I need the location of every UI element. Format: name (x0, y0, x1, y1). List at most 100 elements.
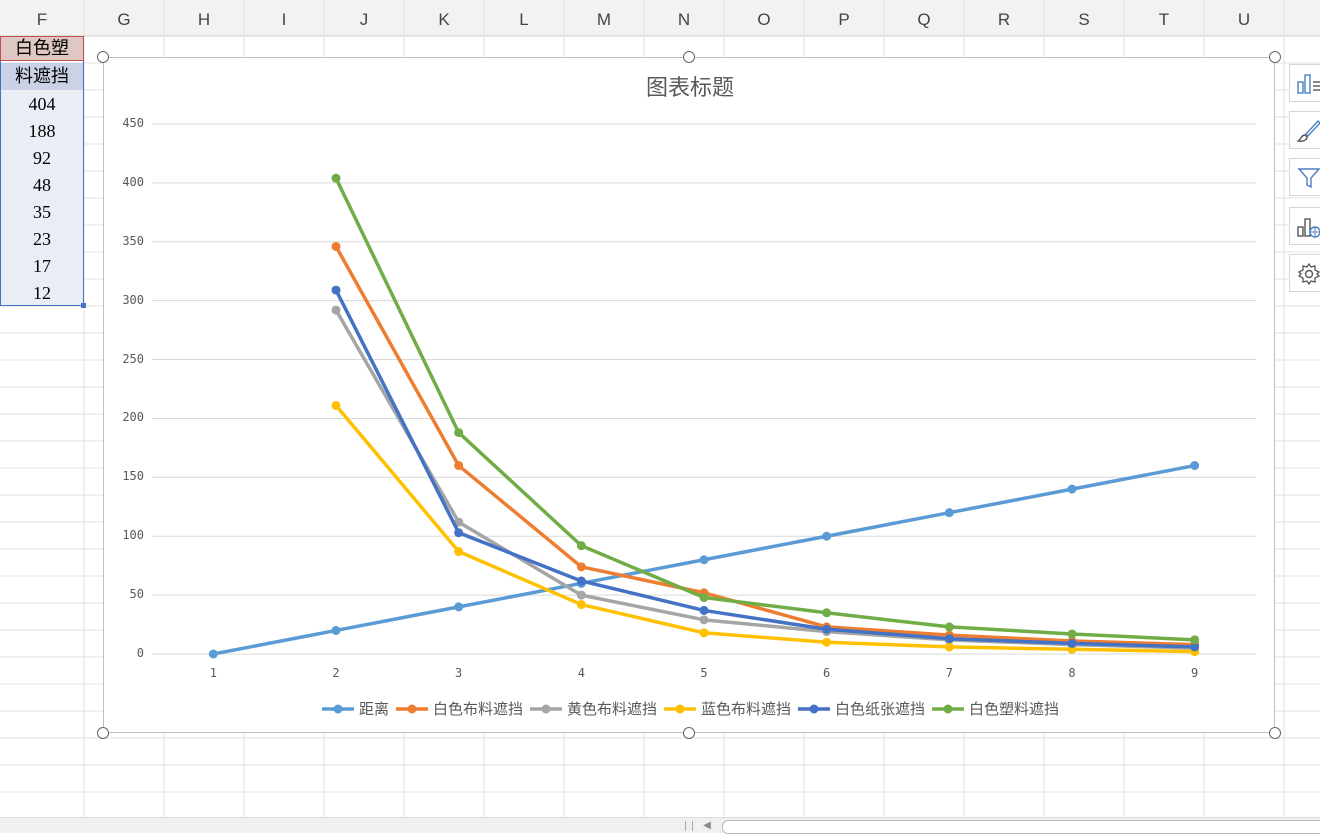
column-header-l[interactable]: L (519, 10, 529, 29)
cell-f-value[interactable]: 23 (0, 226, 84, 253)
series-line[interactable] (334, 289, 1195, 649)
cell-f-value[interactable]: 404 (0, 91, 84, 118)
column-header-q[interactable]: Q (917, 10, 931, 29)
chart-style-button[interactable] (1289, 111, 1320, 149)
data-point[interactable] (454, 602, 464, 612)
data-point[interactable] (454, 547, 464, 557)
y-tick-label: 100 (122, 528, 144, 543)
data-point[interactable] (576, 541, 586, 551)
legend-swatch (664, 704, 696, 713)
series-line[interactable] (334, 177, 1195, 642)
column-header-o[interactable]: O (757, 10, 771, 29)
y-tick-label: 0 (136, 646, 144, 660)
column-header-h[interactable]: H (197, 10, 211, 29)
data-point[interactable] (454, 517, 464, 527)
data-point[interactable] (576, 600, 586, 610)
data-point[interactable] (822, 608, 832, 618)
data-point[interactable] (1190, 461, 1200, 471)
column-header-i[interactable]: I (281, 10, 287, 29)
data-point[interactable] (576, 576, 586, 586)
column-header-k[interactable]: K (438, 10, 450, 29)
horizontal-scrollbar[interactable]: ◀ (0, 817, 1320, 834)
data-point[interactable] (699, 615, 709, 625)
data-point[interactable] (699, 605, 709, 615)
resize-handle-bottom[interactable] (683, 727, 695, 739)
cell-f-value[interactable]: 188 (0, 118, 84, 145)
data-point[interactable] (699, 555, 709, 565)
chart-title[interactable]: 图表标题 (645, 75, 734, 100)
resize-handle-top-left[interactable] (97, 51, 109, 63)
column-header-g[interactable]: G (117, 10, 131, 29)
cell-f-value[interactable]: 17 (0, 253, 84, 280)
chart-settings-button[interactable] (1289, 254, 1320, 292)
y-tick-label: 450 (122, 116, 144, 130)
data-point[interactable] (822, 531, 832, 541)
legend-item[interactable]: 白色布料遮挡 (395, 698, 523, 719)
data-point[interactable] (576, 590, 586, 600)
sheet-tab-splitter[interactable] (685, 821, 693, 831)
data-point[interactable] (454, 461, 464, 471)
data-point[interactable] (699, 628, 709, 638)
chart-legend[interactable]: 距离 白色布料遮挡 黄色布料遮挡 蓝色布料遮挡 白色纸张遮挡 白色塑料遮挡 (104, 698, 1276, 719)
column-header-f[interactable]: F (36, 10, 48, 29)
legend-item[interactable]: 距离 (321, 698, 389, 719)
data-point[interactable] (576, 562, 586, 572)
data-point[interactable] (331, 241, 341, 251)
y-tick-label: 50 (129, 587, 144, 602)
data-point[interactable] (944, 622, 954, 632)
column-header-m[interactable]: M (596, 10, 612, 29)
column-header-r[interactable]: R (997, 10, 1011, 29)
data-point[interactable] (822, 624, 832, 634)
data-point[interactable] (1067, 484, 1077, 494)
legend-item[interactable]: 蓝色布料遮挡 (663, 698, 791, 719)
data-point[interactable] (944, 508, 954, 518)
data-point[interactable] (454, 428, 464, 438)
scroll-thumb[interactable] (722, 820, 1320, 834)
y-tick-label: 250 (122, 351, 144, 366)
line-chart[interactable]: 图表标题 0 50 100 150 200 250 300 350 400 450 1 2 3 4 5 6 7… (103, 57, 1275, 733)
data-point[interactable] (1067, 629, 1077, 639)
column-header-j[interactable]: J (359, 10, 369, 29)
cell-f-value[interactable]: 48 (0, 172, 84, 199)
cell-f-value[interactable]: 92 (0, 145, 84, 172)
resize-handle-bottom-left[interactable] (97, 727, 109, 739)
data-point[interactable] (1067, 638, 1077, 648)
legend-item[interactable]: 白色塑料遮挡 (931, 698, 1059, 719)
data-point[interactable] (944, 634, 954, 644)
chart-elements-button[interactable] (1289, 64, 1320, 102)
resize-handle-bottom-right[interactable] (1269, 727, 1281, 739)
cell-f-header-line2[interactable]: 料遮挡 (0, 63, 84, 90)
chart-style-icon (1297, 119, 1320, 142)
cell-f-value[interactable]: 12 (0, 280, 84, 307)
data-point[interactable] (331, 173, 341, 183)
cell-f-header-line1[interactable]: 白色塑 (0, 36, 84, 61)
chart-data-button[interactable] (1289, 207, 1320, 245)
data-point[interactable] (331, 285, 341, 295)
data-point[interactable] (1190, 642, 1200, 652)
data-point[interactable] (1190, 635, 1200, 645)
series-line[interactable] (334, 309, 1195, 650)
fill-handle[interactable] (81, 303, 86, 308)
data-point[interactable] (454, 528, 464, 538)
legend-item[interactable]: 白色纸张遮挡 (797, 698, 925, 719)
scroll-left-icon[interactable]: ◀ (703, 820, 711, 831)
chart-filter-button[interactable] (1289, 158, 1320, 196)
cell-f-value[interactable]: 35 (0, 199, 84, 226)
resize-handle-top-right[interactable] (1269, 51, 1281, 63)
column-header-s[interactable]: S (1078, 10, 1090, 29)
column-header-n[interactable]: N (677, 10, 691, 29)
data-point[interactable] (331, 625, 341, 635)
data-point[interactable] (331, 400, 341, 410)
series-line[interactable] (334, 245, 1195, 647)
resize-handle-top[interactable] (683, 51, 695, 63)
data-point[interactable] (944, 642, 954, 652)
column-header-t[interactable]: T (1158, 10, 1170, 29)
data-point[interactable] (208, 649, 218, 659)
column-header-u[interactable]: U (1237, 10, 1251, 29)
legend-item[interactable]: 黄色布料遮挡 (529, 698, 657, 719)
data-point[interactable] (331, 305, 341, 315)
data-point[interactable] (822, 637, 832, 647)
data-point[interactable] (699, 592, 709, 602)
column-header-p[interactable]: P (838, 10, 850, 29)
series-line[interactable] (334, 404, 1195, 654)
